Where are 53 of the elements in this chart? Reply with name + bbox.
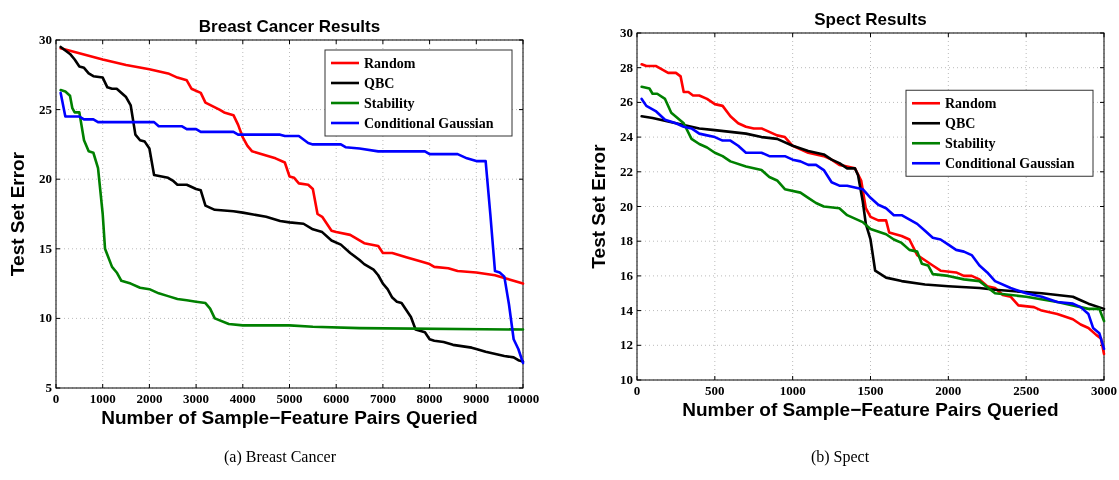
- y-tick-label: 30: [39, 32, 52, 47]
- line-series: [640, 85, 1106, 323]
- y-tick-label: 25: [39, 101, 53, 117]
- legend-label: Conditional Gaussian: [364, 116, 494, 131]
- x-tick-label: 6000: [323, 391, 350, 406]
- y-tick-label: 16: [620, 267, 634, 283]
- legend-label: QBC: [945, 116, 976, 132]
- y-tick-label: 14: [620, 302, 634, 318]
- x-tick-label: 500: [705, 383, 725, 398]
- x-axis-title: Number of Sample−Feature Pairs Queried: [101, 407, 478, 428]
- x-tick-label: 4000: [229, 391, 256, 406]
- y-tick-label: 20: [620, 198, 633, 214]
- x-tick-label: 0: [633, 383, 641, 398]
- chart-title: Spect Results: [814, 10, 927, 29]
- x-tick-label: 1500: [857, 383, 884, 398]
- y-tick-label: 24: [620, 129, 634, 145]
- x-tick-label: 9000: [463, 391, 490, 406]
- y-tick-label: 22: [620, 163, 633, 179]
- y-tick-label: 15: [39, 240, 53, 256]
- x-tick-label: 1000: [89, 391, 116, 406]
- x-tick-label: 0: [52, 391, 60, 406]
- x-tick-label: 1000: [779, 383, 806, 398]
- x-tick-label: 5000: [276, 391, 303, 406]
- legend-label: Stability: [945, 136, 996, 152]
- y-axis-title: Test Set Error: [7, 151, 28, 277]
- chart-title: Breast Cancer Results: [198, 17, 381, 36]
- legend-label: Random: [364, 56, 416, 71]
- y-tick-label: 5: [45, 380, 53, 395]
- x-tick-label: 7000: [369, 391, 396, 406]
- y-tick-label: 12: [620, 337, 633, 353]
- y-tick-label: 20: [39, 171, 52, 187]
- legend-label: Stability: [364, 96, 415, 111]
- y-tick-label: 10: [620, 372, 633, 387]
- x-axis-title: Number of Sample−Feature Pairs Queried: [682, 399, 1059, 420]
- x-tick-label: 2000: [136, 391, 163, 406]
- x-tick-label: 3000: [183, 391, 210, 406]
- y-tick-label: 30: [620, 25, 633, 40]
- x-tick-label: 3000: [1091, 383, 1117, 398]
- x-tick-label: 2500: [1013, 383, 1040, 398]
- legend-label: Conditional Gaussian: [945, 156, 1075, 172]
- legend-label: Random: [945, 96, 997, 112]
- legend-label: QBC: [364, 76, 395, 91]
- y-tick-label: 26: [620, 94, 634, 110]
- y-axis-title: Test Set Error: [588, 143, 609, 269]
- text: (a) Breast Cancer: [224, 448, 337, 466]
- y-tick-label: 28: [620, 59, 634, 75]
- line-series: [59, 47, 525, 285]
- x-tick-label: 2000: [935, 383, 962, 398]
- y-tick-label: 18: [620, 233, 634, 249]
- text: (b) Spect: [810, 448, 870, 466]
- x-tick-label: 10000: [506, 391, 540, 406]
- y-tick-label: 10: [39, 310, 52, 326]
- x-tick-label: 8000: [416, 391, 443, 406]
